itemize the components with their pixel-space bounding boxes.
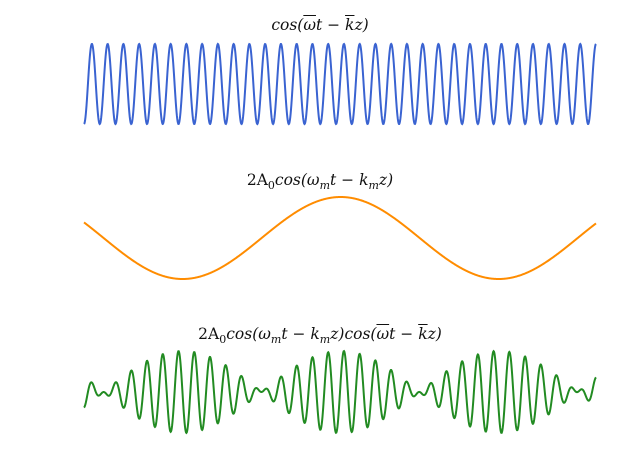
carrier-wave-line xyxy=(83,42,597,126)
middle-panel-title: 2A0cos(ωmt − kmz) xyxy=(246,171,394,193)
envelope-wave-line xyxy=(83,196,597,280)
bottom-panel-title: 2A0cos(ωmt − kmz)cos(ωt − kz) xyxy=(198,325,442,347)
modulated-wave-line xyxy=(83,349,597,435)
top-panel-title: cos(ωt − kz) xyxy=(271,16,369,34)
